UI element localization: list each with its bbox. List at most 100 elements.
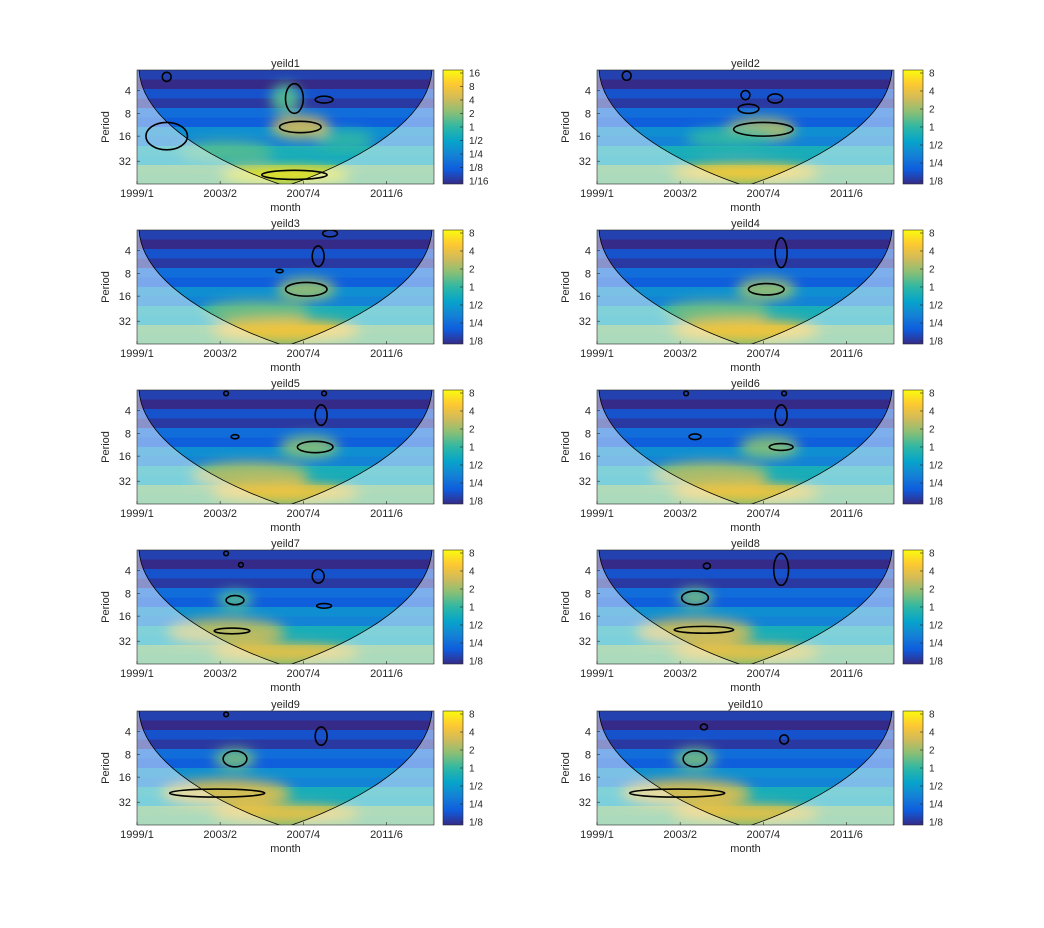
x-tick-label: 1999/1: [120, 829, 154, 841]
colorbar-tick-label: 4: [929, 407, 935, 418]
chart-title: yeild6: [731, 378, 760, 390]
power-band: [137, 296, 434, 307]
power-blob: [671, 643, 820, 662]
power-band: [137, 550, 434, 561]
significance-contour: [314, 95, 334, 104]
chart-title: yeild8: [731, 538, 760, 550]
power-band: [597, 230, 894, 241]
power-blobs: [166, 591, 360, 662]
colorbar-tick-label: 8: [469, 229, 475, 240]
plot-frame: [136, 549, 435, 665]
power-band: [597, 409, 894, 420]
power-blobs: [662, 277, 820, 342]
power-blob: [202, 300, 310, 324]
colorbar-tick-label: 1: [469, 443, 475, 454]
x-axis-label: month: [270, 682, 301, 694]
chart-panel-6: yeild6 4 8 16 32 Period 1999/1 2003/2 2007/4 2011…: [560, 378, 943, 534]
power-band: [137, 230, 434, 241]
y-tick-label: 32: [579, 476, 591, 488]
power-band: [597, 399, 894, 410]
chart-title: yeild2: [731, 58, 760, 70]
power-blob: [190, 461, 310, 490]
colorbar-tick-label: 1/8: [929, 497, 943, 508]
y-tick-label: 16: [119, 611, 131, 623]
colorbar-tick-label: 4: [929, 247, 935, 258]
plot-area: [137, 390, 434, 504]
colorbar-tick-label: 4: [469, 96, 475, 107]
x-tick-label: 1999/1: [580, 188, 614, 200]
y-tick-label: 32: [119, 476, 131, 488]
power-band: [137, 711, 434, 722]
power-band: [137, 768, 434, 779]
significance-contour: [321, 230, 339, 238]
colorbar-tick-label: 1/2: [929, 621, 943, 632]
power-band: [597, 475, 894, 486]
colorbar-tick-label: 1/2: [469, 621, 483, 632]
significance-contour: [778, 734, 790, 745]
colorbar-tick-label: 1/8: [469, 337, 483, 348]
colorbar-tick-label: 1: [929, 283, 935, 294]
power-band: [597, 174, 894, 184]
significance-contour: [774, 404, 788, 427]
power-band: [137, 268, 434, 279]
x-axis-label: month: [730, 843, 761, 855]
x-axis-label: month: [270, 202, 301, 214]
colorbar-tick-label: 4: [469, 407, 475, 418]
power-band: [597, 447, 894, 458]
y-tick-label: 4: [125, 727, 131, 739]
colorbar-tick-label: 4: [929, 728, 935, 739]
chart-title: yeild1: [271, 58, 300, 70]
significance-contour: [225, 594, 245, 606]
power-band: [597, 456, 894, 467]
power-band: [597, 296, 894, 307]
power-band: [597, 597, 894, 608]
power-band: [137, 108, 434, 119]
power-blobs: [190, 435, 360, 502]
colorbar-tick-label: 1: [469, 603, 475, 614]
y-tick-label: 4: [125, 246, 131, 258]
power-blob: [217, 591, 253, 610]
power-band: [137, 428, 434, 439]
x-axis-label: month: [730, 682, 761, 694]
y-tick-label: 16: [579, 611, 591, 623]
plot-frame: [136, 389, 435, 505]
plot-area: [597, 550, 894, 664]
x-tick-label: 2007/4: [746, 188, 780, 200]
y-tick-label: 8: [585, 749, 591, 761]
x-axis-label: month: [270, 362, 301, 374]
colorbar-tick-label: 1: [929, 603, 935, 614]
power-band: [137, 597, 434, 608]
x-tick-label: 2007/4: [746, 829, 780, 841]
power-band: [137, 559, 434, 570]
power-blob: [211, 483, 360, 502]
chart-title: yeild10: [728, 699, 763, 711]
colorbar-tick-label: 1: [469, 283, 475, 294]
colorbar-tick-label: 8: [929, 389, 935, 400]
significance-contour: [222, 390, 230, 397]
significance-contour: [314, 404, 328, 427]
significance-contour: [296, 440, 334, 454]
power-band: [137, 607, 434, 618]
chart-panel-4: yeild4 4 8 16 32 Period 1999/1 2003/2 2007/4 2011…: [560, 218, 943, 374]
power-blob: [211, 804, 360, 823]
y-axis-label: Period: [560, 752, 572, 784]
significance-contour: [311, 245, 325, 268]
significance-contour: [768, 442, 794, 452]
coi-line: [598, 70, 893, 184]
chart-title: yeild4: [731, 218, 760, 230]
power-band: [137, 466, 434, 477]
power-band: [597, 390, 894, 401]
power-band: [597, 239, 894, 250]
power-blob: [270, 115, 331, 139]
power-band: [137, 437, 434, 448]
colorbar-tick-label: 1/4: [469, 319, 483, 330]
colorbar-tick-label: 1/2: [469, 461, 483, 472]
coi-line: [598, 711, 893, 825]
significance-contour: [260, 169, 328, 181]
chart-panel-8: yeild8 4 8 16 32 Period 1999/1 2003/2 2007/4 2011…: [560, 538, 943, 694]
power-blobs: [178, 83, 375, 183]
